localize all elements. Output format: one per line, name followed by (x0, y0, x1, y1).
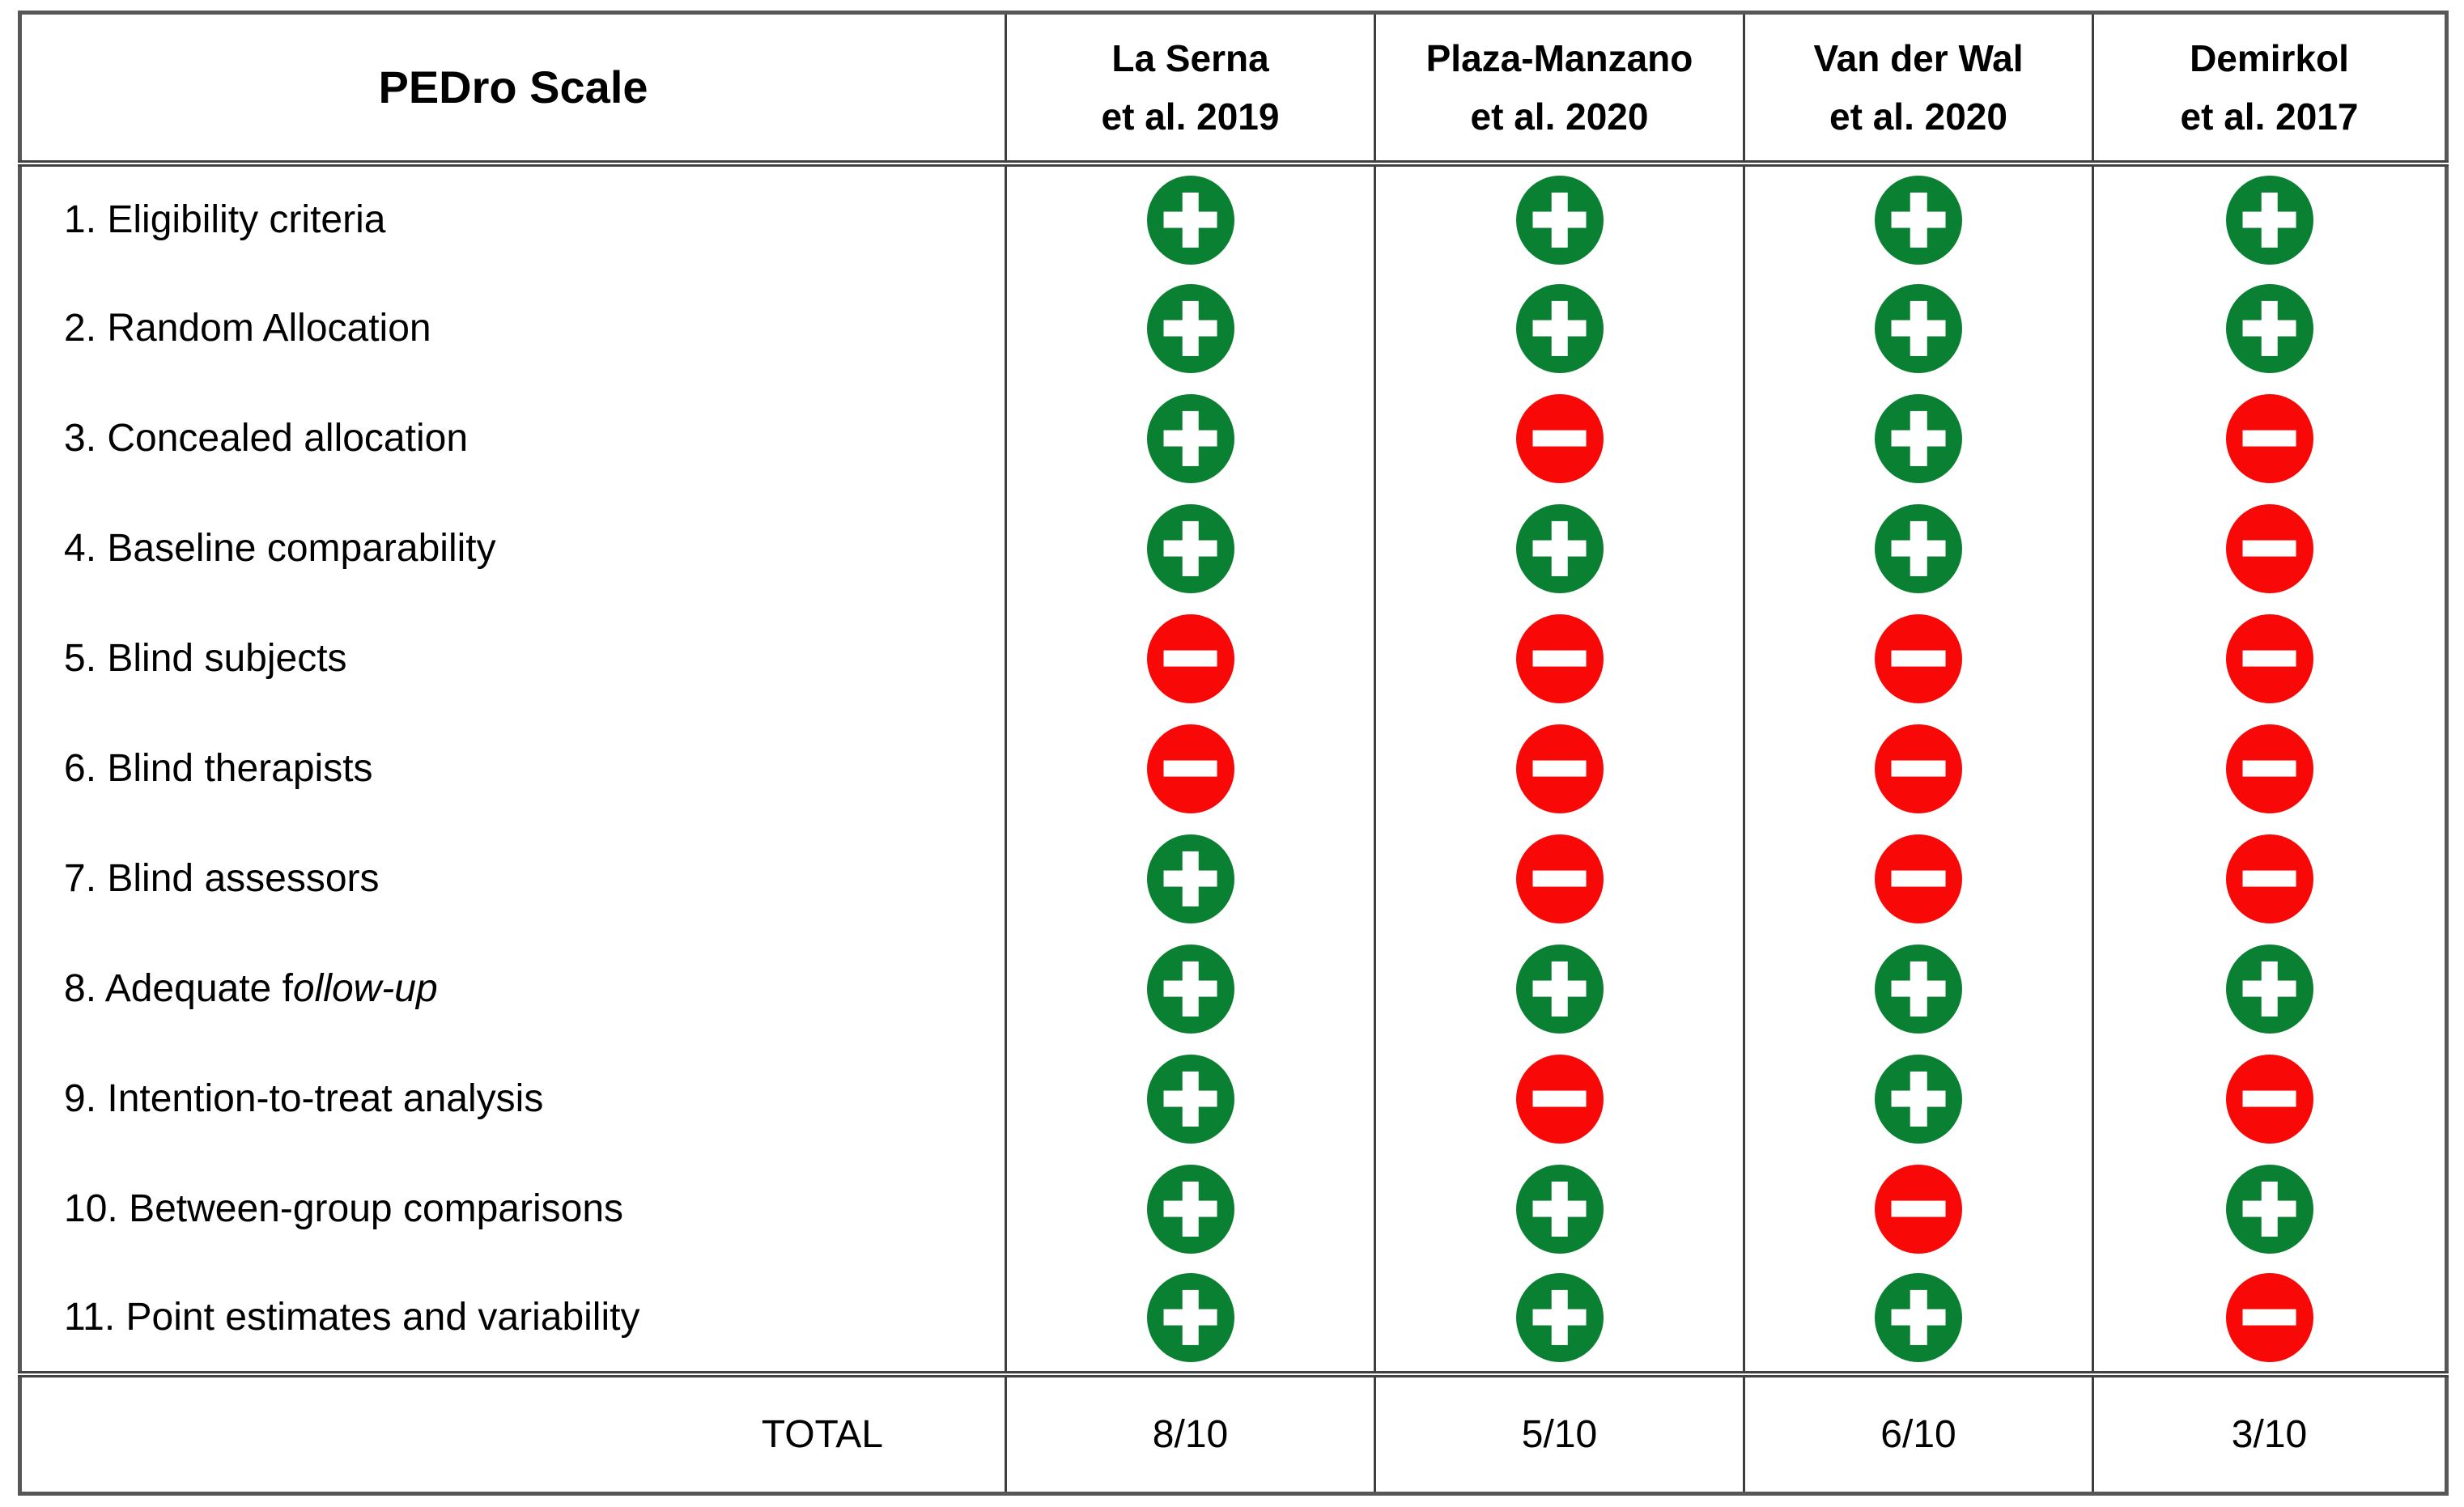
criterion-row: 2. Random Allocation (20, 273, 2447, 384)
criterion-row: 6. Blind therapists (20, 713, 2447, 824)
score-icon (1875, 1054, 1962, 1144)
criterion-row: 11. Point estimates and variability (20, 1263, 2447, 1374)
study-header-la-serna: La Serna et al. 2019 (1005, 12, 1375, 167)
score-icon (1515, 1054, 1604, 1144)
criterion-label: 4. Baseline comparability (64, 527, 496, 570)
score-icon (1515, 175, 1604, 265)
score-icon (1146, 175, 1234, 265)
score-icon (1515, 834, 1604, 923)
score-icon (1515, 613, 1604, 703)
study-name-line2: et al. 2017 (2180, 95, 2359, 138)
study-name-line1: La Serna (1111, 36, 1269, 79)
score-icon (1875, 724, 1962, 813)
total-row: TOTAL 8/10 5/10 6/10 3/10 (19, 1370, 2447, 1494)
total-label: TOTAL (19, 1370, 1006, 1494)
score-icon (1515, 1272, 1604, 1362)
criterion-row: 4. Baseline comparability (20, 493, 2447, 604)
criterion-label: 3. Concealed allocation (64, 417, 469, 460)
scale-title: PEDro Scale (19, 12, 1006, 167)
study-name-line2: et al. 2020 (1829, 95, 2007, 138)
score-icon (1515, 503, 1604, 593)
criterion-label: 10. Between-group comparisons (64, 1187, 624, 1230)
score-icon (1875, 944, 1962, 1034)
score-icon (2225, 724, 2313, 813)
score-icon (1146, 393, 1234, 483)
score-icon (2225, 1054, 2313, 1144)
score-icon (1875, 393, 1962, 483)
criterion-row: 8. Adequate follow-up (20, 933, 2447, 1044)
study-header-demirkol: Demirkol et al. 2017 (2092, 12, 2447, 167)
score-icon (1875, 175, 1962, 265)
study-name-line2: et al. 2020 (1470, 95, 1649, 138)
score-icon (1875, 503, 1962, 593)
study-name-line2: et al. 2019 (1101, 95, 1280, 138)
score-icon (1875, 834, 1962, 923)
criterion-row: 1. Eligibility criteria (20, 163, 2447, 274)
score-icon (1146, 1054, 1234, 1144)
score-icon (1875, 283, 1962, 373)
score-icon (1515, 393, 1604, 483)
score-icon (2225, 175, 2313, 265)
criterion-row: 9. Intention-to-treat analysis (20, 1043, 2447, 1154)
study-name-line1: Demirkol (2190, 36, 2349, 79)
criterion-label: 2. Random Allocation (64, 307, 431, 350)
score-icon (1146, 503, 1234, 593)
header-row: PEDro Scale La Serna et al. 2019 Plaza-M… (19, 12, 2447, 167)
score-icon (2225, 1272, 2313, 1362)
study-name-line1: Plaza-Manzano (1425, 36, 1693, 79)
score-icon (1146, 724, 1234, 813)
score-icon (1146, 613, 1234, 703)
score-icon (1875, 613, 1962, 703)
score-icon (1875, 1272, 1962, 1362)
criterion-label: 1. Eligibility criteria (64, 198, 386, 241)
total-value: 3/10 (2092, 1370, 2447, 1494)
study-name-line1: Van der Wal (1813, 36, 2024, 79)
score-icon (1146, 1164, 1234, 1254)
criterion-row: 3. Concealed allocation (20, 383, 2447, 494)
score-icon (1515, 283, 1604, 373)
score-icon (2225, 1164, 2313, 1254)
criterion-label: 7. Blind assessors (64, 857, 380, 900)
total-value: 5/10 (1374, 1370, 1744, 1494)
score-icon (1146, 834, 1234, 923)
criterion-label: 8. Adequate f (64, 967, 293, 1010)
criterion-label: 11. Point estimates and variability (64, 1296, 640, 1339)
score-icon (1146, 944, 1234, 1034)
score-icon (1515, 1164, 1604, 1254)
criterion-row: 7. Blind assessors (20, 823, 2447, 934)
score-icon (2225, 613, 2313, 703)
score-icon (1515, 724, 1604, 813)
score-icon (2225, 283, 2313, 373)
criterion-row: 5. Blind subjects (20, 603, 2447, 714)
score-icon (2225, 393, 2313, 483)
score-icon (2225, 944, 2313, 1034)
score-icon (2225, 834, 2313, 923)
criterion-row: 10. Between-group comparisons (20, 1153, 2447, 1264)
criterion-label-italic: ollow-up (292, 967, 438, 1010)
total-value: 6/10 (1743, 1370, 2093, 1494)
criterion-label: 6. Blind therapists (64, 747, 373, 790)
pedro-scale-table: PEDro Scale La Serna et al. 2019 Plaza-M… (18, 11, 2449, 1496)
study-header-van-der-wal: Van der Wal et al. 2020 (1743, 12, 2093, 167)
criterion-label: 9. Intention-to-treat analysis (64, 1077, 544, 1120)
criterion-label: 5. Blind subjects (64, 637, 347, 680)
score-icon (1146, 283, 1234, 373)
score-icon (1875, 1164, 1962, 1254)
score-icon (2225, 503, 2313, 593)
study-header-plaza-manzano: Plaza-Manzano et al. 2020 (1374, 12, 1744, 167)
score-icon (1515, 944, 1604, 1034)
total-value: 8/10 (1005, 1370, 1375, 1494)
score-icon (1146, 1272, 1234, 1362)
